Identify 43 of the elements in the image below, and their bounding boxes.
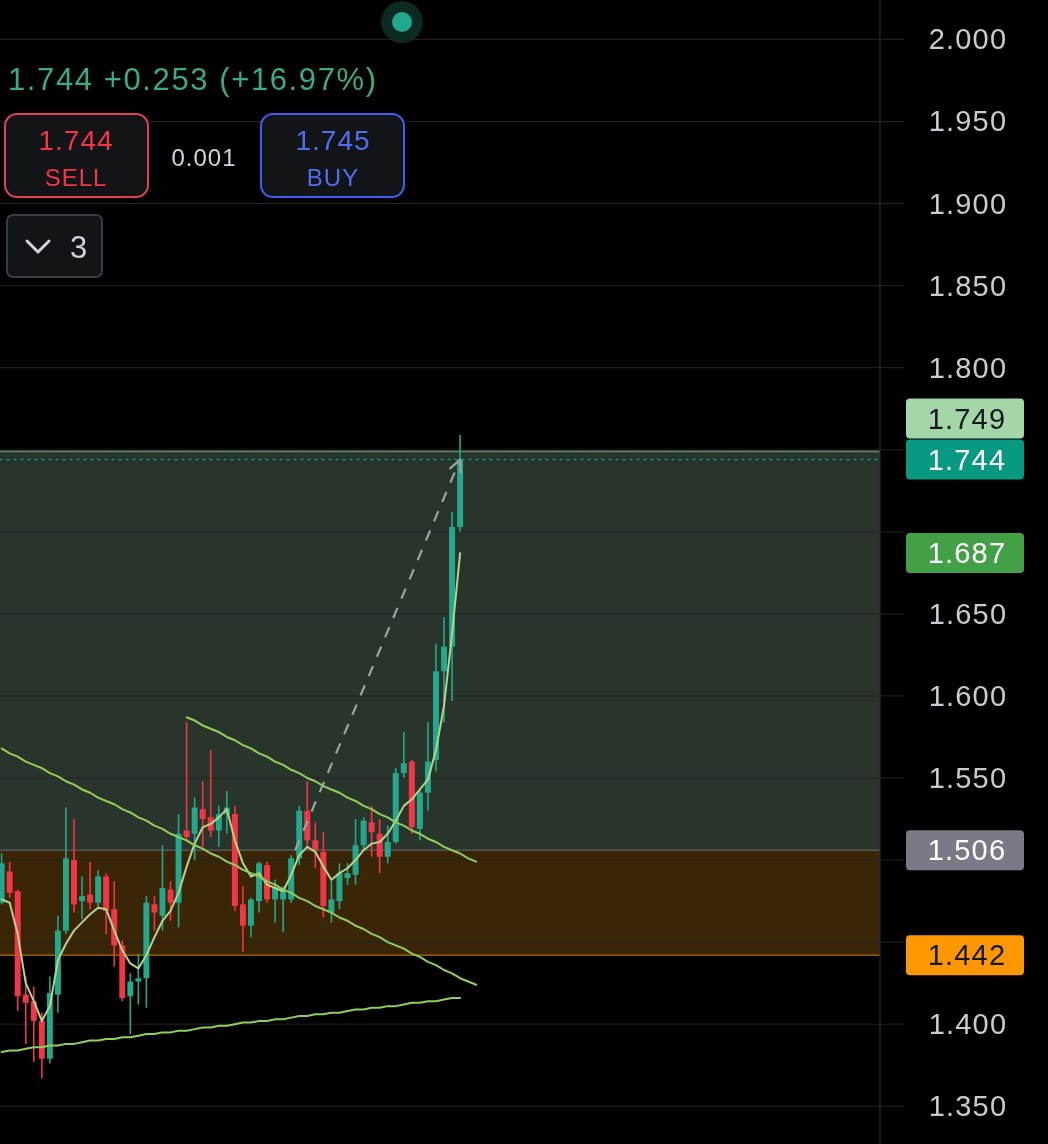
ref-line-label: 1.506 — [927, 834, 1007, 867]
candlestick — [384, 824, 391, 865]
annotation: BUY — [306, 164, 360, 191]
annotation: 3 — [69, 230, 89, 265]
candlestick — [368, 805, 375, 858]
line-series — [185, 716, 478, 863]
candlestick — [127, 972, 134, 1035]
y-tick-label: 1.550 — [928, 761, 1008, 794]
candlestick — [199, 780, 206, 848]
annotation: 0.001 — [171, 144, 237, 171]
annotation: 1.744 — [38, 125, 114, 156]
candlestick — [151, 895, 158, 932]
candlestick — [135, 952, 142, 1006]
y-tick-label: 1.900 — [928, 187, 1008, 220]
text: 1.744 +0.253 (+16.97%) — [8, 62, 378, 97]
ref-line-label: 1.442 — [927, 939, 1007, 972]
text: 1.687 — [927, 537, 1007, 569]
y-tick-label: 1.400 — [928, 1008, 1008, 1041]
y-tick-label: 1.350 — [928, 1090, 1008, 1123]
annotation: SELL — [44, 164, 108, 191]
candlestick — [400, 731, 407, 779]
line-series — [0, 996, 462, 1054]
candlestick — [79, 875, 86, 920]
candlestick — [167, 880, 174, 922]
candlestick — [312, 821, 319, 870]
candlestick — [239, 885, 246, 953]
candlestick — [376, 818, 383, 874]
annotation: 1.745 — [295, 125, 371, 156]
y-tick-label: 2.000 — [928, 23, 1008, 56]
line-series — [0, 747, 478, 986]
y-tick-label: 1.800 — [928, 351, 1008, 384]
candlestick — [328, 878, 335, 924]
ref-line-label: 1.749 — [927, 402, 1007, 435]
ref-line-label: 1.744 — [927, 443, 1007, 476]
line-series — [0, 552, 462, 1022]
y-tick-label: 1.950 — [928, 105, 1008, 138]
candlestick — [22, 975, 29, 1045]
candlestick — [6, 860, 13, 899]
y-tick-label: 1.600 — [928, 679, 1008, 712]
y-tick-label: 1.650 — [928, 597, 1008, 630]
candlestick — [183, 721, 190, 843]
candlestick — [87, 860, 94, 911]
y-tick-label: 1.850 — [928, 269, 1008, 302]
